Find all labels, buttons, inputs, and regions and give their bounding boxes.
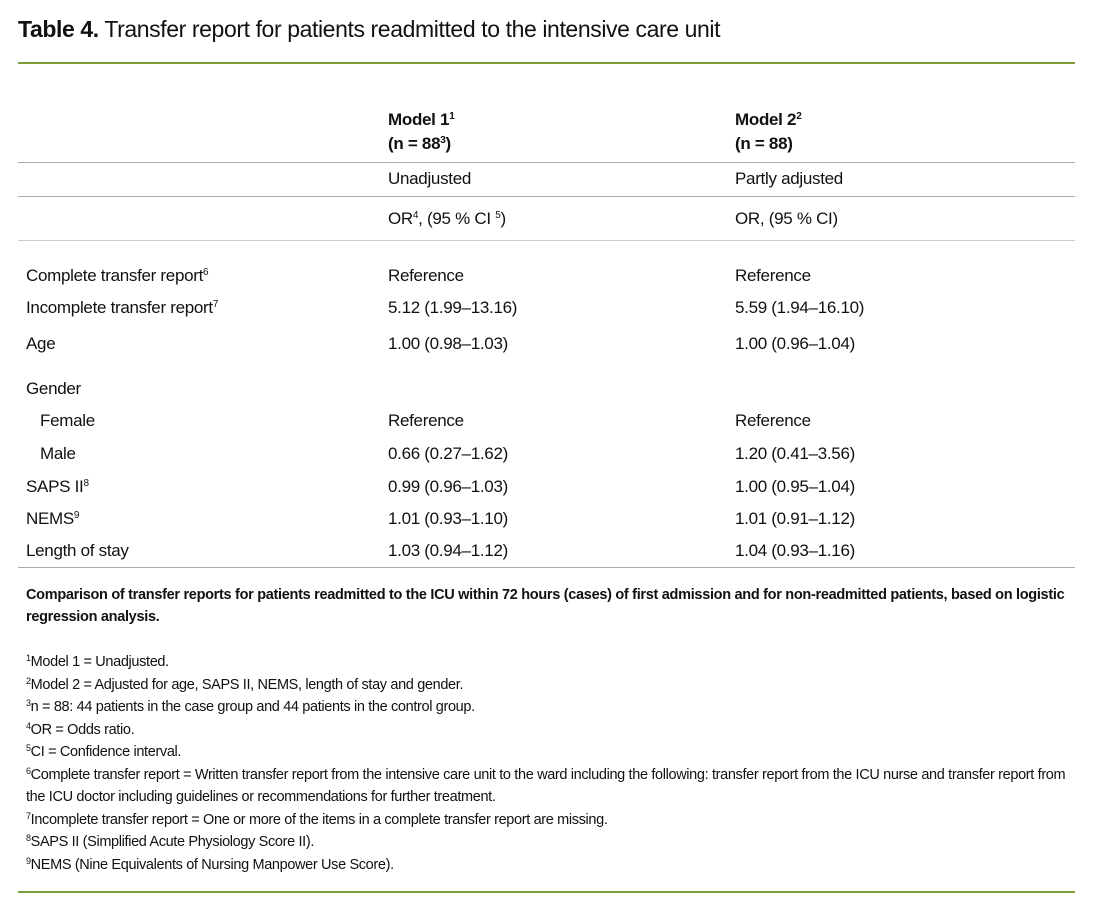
col2-name: Model 22: [735, 110, 802, 129]
row-label: NEMS9: [26, 509, 80, 528]
footnote: 9NEMS (Nine Equivalents of Nursing Manpo…: [26, 855, 394, 873]
divider: [18, 196, 1075, 197]
col1-n: (n = 883): [388, 134, 451, 153]
footnotes: 1Model 1 = Unadjusted. 2Model 2 = Adjuste…: [26, 651, 1071, 876]
table-number: Table 4.: [18, 16, 99, 42]
model1-value: 0.99 (0.96–1.03): [388, 477, 508, 496]
divider: [18, 240, 1075, 241]
row-label: Complete transfer report6: [26, 266, 209, 285]
footnote: 2Model 2 = Adjusted for age, SAPS II, NE…: [26, 675, 464, 693]
bottom-rule: [18, 891, 1075, 893]
model2-value: 1.01 (0.91–1.12): [735, 509, 855, 528]
model1-value: 1.01 (0.93–1.10): [388, 509, 508, 528]
col1-adjustment: Unadjusted: [388, 169, 472, 188]
footnote: 7Incomplete transfer report = One or mor…: [26, 810, 608, 828]
row-label: Incomplete transfer report7: [26, 298, 219, 317]
model2-value: 1.00 (0.96–1.04): [735, 334, 855, 353]
model2-value: 1.20 (0.41–3.56): [735, 444, 855, 463]
row-label: Female: [40, 411, 95, 430]
divider: [18, 162, 1075, 163]
model2-value: Reference: [735, 411, 811, 430]
model1-value: 0.66 (0.27–1.62): [388, 444, 508, 463]
model1-value: Reference: [388, 411, 464, 430]
footnote: 8SAPS II (Simplified Acute Physiology Sc…: [26, 833, 314, 851]
table-title: Table 4. Transfer report for patients re…: [18, 16, 721, 43]
row-label: Age: [26, 334, 56, 353]
model2-value: 1.00 (0.95–1.04): [735, 477, 855, 496]
footnote: 6Complete transfer report = Written tran…: [26, 765, 1066, 805]
row-label: Male: [40, 444, 76, 463]
model1-value: 1.00 (0.98–1.03): [388, 334, 508, 353]
row-label: SAPS II8: [26, 477, 89, 496]
title-text: Transfer report for patients readmitted …: [104, 16, 721, 42]
col1-name: Model 11: [388, 110, 455, 129]
table-caption: Comparison of transfer reports for patie…: [26, 587, 1065, 625]
divider: [18, 567, 1075, 568]
footnote: 1Model 1 = Unadjusted.: [26, 653, 169, 671]
footnote: 3n = 88: 44 patients in the case group a…: [26, 698, 475, 716]
model1-value: 1.03 (0.94–1.12): [388, 541, 508, 560]
model1-value: 5.12 (1.99–13.16): [388, 298, 518, 317]
col2-measure: OR, (95 % CI): [735, 209, 838, 228]
model2-value: Reference: [735, 266, 811, 285]
col2-adjustment: Partly adjusted: [735, 169, 843, 188]
top-rule: [18, 62, 1075, 64]
col2-n: (n = 88): [735, 134, 793, 153]
model1-value: Reference: [388, 266, 464, 285]
row-label: Gender: [26, 379, 81, 398]
footnote: 4OR = Odds ratio.: [26, 720, 135, 738]
model2-value: 1.04 (0.93–1.16): [735, 541, 855, 560]
model2-value: 5.59 (1.94–16.10): [735, 298, 865, 317]
col1-measure: OR4, (95 % CI 5): [388, 209, 506, 228]
row-label: Length of stay: [26, 541, 129, 560]
footnote: 5CI = Confidence interval.: [26, 743, 182, 761]
